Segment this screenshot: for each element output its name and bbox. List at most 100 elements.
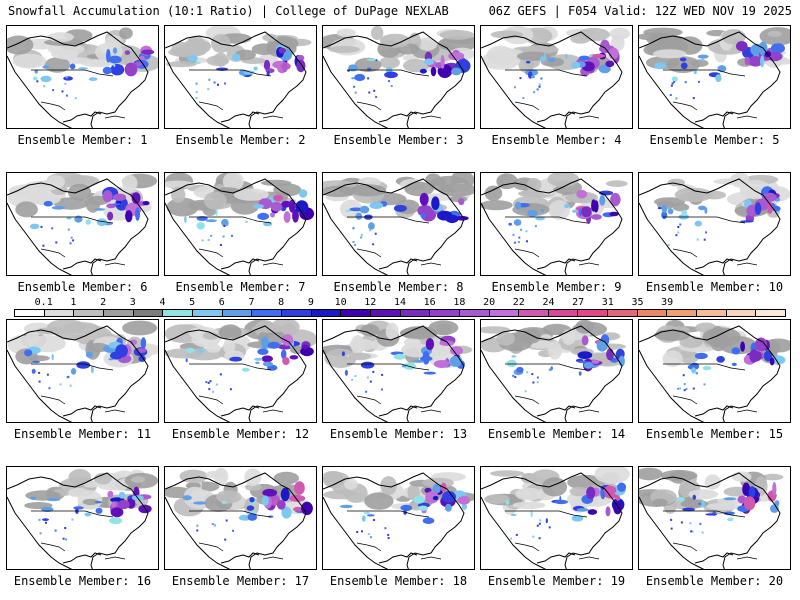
snow-cover-patch — [417, 37, 438, 51]
coastline — [323, 472, 465, 569]
snow-cover-patch — [484, 185, 503, 201]
ensemble-member-label: Ensemble Member: 10 — [645, 280, 784, 294]
snow-patch — [510, 513, 517, 517]
ensemble-map — [7, 27, 158, 128]
snow-patch — [526, 61, 531, 64]
legend-tick-label: 7 — [248, 297, 255, 308]
heavy-snow-patch — [137, 348, 147, 353]
snow-patch — [576, 508, 589, 512]
snow-patch — [571, 515, 584, 522]
political-boundary — [420, 115, 442, 119]
snow-patch — [33, 76, 38, 81]
snow-patch — [513, 219, 522, 226]
heavy-snow-patch — [261, 355, 273, 363]
political-boundary — [40, 248, 66, 258]
mountain-snow-speck — [361, 530, 363, 533]
mountain-snow-speck — [384, 527, 387, 530]
ensemble-map — [7, 320, 158, 422]
snow-cover-patch — [82, 498, 99, 506]
snow-patch — [571, 209, 579, 213]
mountain-snow-speck — [519, 77, 522, 80]
mountain-snow-speck — [213, 524, 216, 527]
mountain-snow-speck — [226, 223, 229, 226]
mountain-snow-speck — [55, 241, 58, 244]
coastline — [481, 325, 623, 422]
heavy-snow-patch — [592, 53, 606, 58]
legend-swatch — [726, 310, 757, 316]
mountain-snow-speck — [380, 388, 383, 391]
mountain-snow-speck — [679, 223, 682, 226]
heavy-snow-patch — [743, 496, 756, 511]
heavy-snow-patch — [140, 337, 147, 350]
heavy-snow-patch — [617, 482, 627, 492]
ensemble-member-label: Ensemble Member: 8 — [333, 280, 464, 294]
snow-patch — [681, 209, 687, 216]
snow-cover-patch — [94, 472, 112, 485]
snow-cover-patch — [526, 177, 542, 193]
coastline — [639, 496, 705, 569]
mountain-snow-speck — [366, 376, 369, 379]
snow-patch — [578, 208, 582, 217]
snow-cover-patch — [222, 173, 244, 191]
heavy-snow-patch — [448, 51, 465, 61]
mountain-snow-speck — [698, 80, 700, 83]
snow-patch — [366, 58, 377, 62]
heavy-snow-patch — [295, 200, 309, 214]
snow-cover-patch — [165, 348, 203, 359]
coastline — [165, 472, 307, 569]
heavy-snow-patch — [296, 59, 306, 73]
snow-patch — [393, 353, 406, 360]
heavy-snow-patch — [281, 200, 291, 208]
legend-swatch — [74, 310, 104, 316]
snow-cover-patch — [380, 476, 397, 496]
snow-cover-patch — [385, 322, 399, 340]
coastline — [323, 178, 465, 275]
snow-cover-patch — [218, 324, 242, 341]
heavy-snow-patch — [276, 500, 286, 510]
mountain-snow-speck — [703, 383, 706, 386]
political-boundary — [663, 216, 746, 224]
snow-patch — [680, 62, 688, 70]
legend-swatch — [103, 310, 134, 316]
coastline — [220, 552, 260, 564]
mountain-snow-speck — [375, 95, 378, 98]
snow-patch — [354, 73, 366, 82]
heavy-snow-patch — [141, 49, 155, 55]
mountain-snow-speck — [51, 227, 54, 230]
coastline — [62, 405, 102, 417]
snow-patch — [540, 208, 544, 213]
snow-patch — [241, 367, 250, 372]
political-boundary — [672, 542, 698, 552]
mountain-snow-speck — [675, 97, 678, 100]
mountain-snow-speck — [369, 380, 372, 383]
ensemble-member-panel — [638, 319, 791, 423]
mountain-snow-speck — [680, 521, 683, 524]
political-boundary — [356, 542, 382, 552]
political-boundary — [262, 262, 284, 266]
snow-patch — [369, 202, 384, 209]
mountain-snow-speck — [701, 531, 704, 534]
mountain-snow-speck — [705, 231, 707, 234]
political-boundary — [514, 395, 540, 405]
mountain-snow-speck — [670, 527, 673, 530]
snow-patch — [423, 371, 436, 375]
legend-tick-label: 3 — [129, 297, 136, 308]
snow-patch — [705, 513, 718, 516]
snow-patch — [349, 207, 363, 212]
heavy-snow-patch — [455, 216, 469, 221]
mountain-snow-speck — [538, 537, 541, 540]
heavy-snow-patch — [581, 335, 589, 346]
heavy-snow-patch — [755, 337, 768, 352]
coastline — [536, 405, 576, 417]
snow-patch — [723, 497, 737, 501]
ensemble-map — [323, 26, 474, 128]
mountain-snow-speck — [526, 371, 529, 374]
heavy-snow-patch — [110, 507, 124, 518]
mountain-snow-speck — [196, 524, 199, 527]
coastline — [378, 111, 418, 123]
heavy-snow-patch — [439, 340, 455, 346]
mountain-snow-speck — [365, 390, 368, 393]
snow-patch — [565, 53, 568, 60]
snow-patch — [96, 218, 108, 226]
ensemble-member-label: Ensemble Member: 6 — [17, 280, 148, 294]
